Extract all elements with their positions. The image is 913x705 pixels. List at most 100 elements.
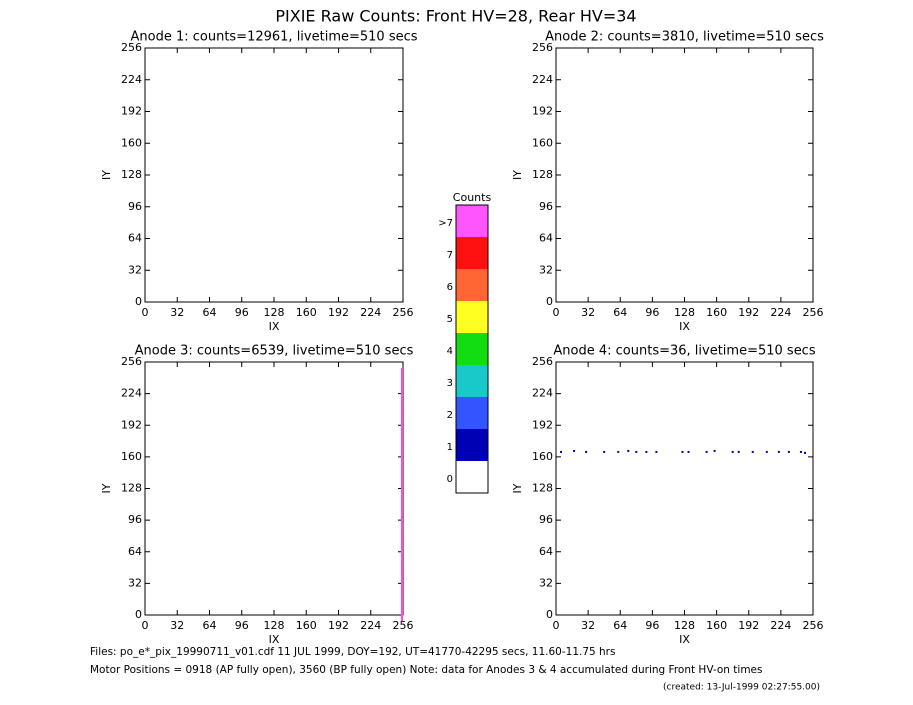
y-axis-label: IY	[511, 483, 524, 493]
y-tick-label: 32	[539, 263, 553, 276]
point	[400, 399, 403, 416]
point	[400, 383, 403, 400]
point	[777, 450, 780, 453]
y-tick-label: 256	[121, 355, 142, 368]
x-tick-label: 224	[770, 306, 791, 319]
y-tick-label: 64	[128, 232, 142, 245]
point	[400, 510, 403, 527]
point	[400, 494, 403, 511]
x-axis-label: IX	[679, 320, 690, 333]
y-tick-label: 128	[121, 168, 142, 181]
y-tick-label: 256	[121, 41, 142, 54]
point	[400, 526, 403, 543]
point	[645, 450, 648, 453]
y-tick-label: 224	[532, 387, 553, 400]
point	[765, 450, 768, 453]
y-tick-label: 32	[539, 576, 553, 589]
y-tick-label: 192	[532, 105, 553, 118]
y-tick-label: 96	[128, 200, 142, 213]
point	[400, 478, 403, 495]
point	[400, 462, 403, 479]
y-tick-label: 224	[121, 387, 142, 400]
x-tick-label: 256	[393, 306, 414, 319]
y-tick-label: 128	[532, 482, 553, 495]
y-tick-label: 160	[532, 136, 553, 149]
point	[705, 450, 708, 453]
colorbar-swatch	[456, 365, 488, 397]
point	[400, 446, 403, 463]
point	[400, 557, 403, 574]
panel-title: Anode 2: counts=3810, livetime=510 secs	[545, 30, 824, 45]
x-tick-label: 160	[706, 306, 727, 319]
colorbar-label: 0	[447, 474, 453, 485]
x-tick-label: 32	[170, 619, 184, 632]
y-tick-label: 256	[532, 41, 553, 54]
y-tick-label: 0	[135, 295, 142, 308]
y-tick-label: 32	[128, 576, 142, 589]
colorbar-swatch	[456, 461, 488, 493]
x-tick-label: 32	[581, 306, 595, 319]
colorbar-swatch	[456, 237, 488, 269]
y-tick-label: 192	[532, 418, 553, 431]
y-tick-label: 96	[128, 513, 142, 526]
x-tick-label: 64	[203, 619, 217, 632]
point	[400, 589, 403, 606]
y-tick-label: 0	[546, 295, 553, 308]
x-tick-label: 192	[738, 306, 759, 319]
y-tick-label: 224	[532, 73, 553, 86]
x-tick-label: 64	[613, 306, 627, 319]
x-tick-label: 192	[328, 619, 349, 632]
point	[799, 450, 802, 453]
point	[803, 451, 806, 454]
x-tick-label: 0	[553, 306, 560, 319]
point	[713, 449, 716, 452]
panel-title: Anode 4: counts=36, livetime=510 secs	[553, 344, 815, 359]
x-axis-label: IX	[679, 633, 690, 646]
colorbar-swatch	[456, 301, 488, 333]
colorbar-label: 5	[447, 314, 453, 325]
y-tick-label: 128	[121, 482, 142, 495]
x-tick-label: 256	[393, 619, 414, 632]
y-axis-label: IY	[100, 170, 113, 180]
plot-frame	[144, 361, 404, 616]
x-tick-label: 128	[674, 619, 695, 632]
point	[560, 450, 563, 453]
x-axis-label: IX	[269, 320, 280, 333]
point	[681, 450, 684, 453]
y-tick-label: 160	[121, 450, 142, 463]
x-tick-label: 192	[738, 619, 759, 632]
colorbar-swatch	[456, 333, 488, 365]
panel-title: Anode 3: counts=6539, livetime=510 secs	[135, 344, 414, 359]
x-tick-label: 160	[706, 619, 727, 632]
y-tick-label: 64	[128, 545, 142, 558]
colorbar-label: 1	[447, 442, 453, 453]
point	[400, 541, 403, 558]
colorbar-swatch	[456, 269, 488, 301]
y-tick-label: 0	[546, 608, 553, 621]
point	[627, 449, 630, 452]
x-tick-label: 96	[235, 619, 249, 632]
figure-title: PIXIE Raw Counts: Front HV=28, Rear HV=3…	[275, 7, 636, 26]
x-tick-label: 0	[142, 306, 149, 319]
x-tick-label: 96	[645, 306, 659, 319]
y-tick-label: 160	[532, 450, 553, 463]
point	[737, 450, 740, 453]
x-tick-label: 96	[645, 619, 659, 632]
footer-line: Files: po_e*_pix_19990711_v01.cdf 11 JUL…	[90, 646, 615, 658]
y-tick-label: 128	[532, 168, 553, 181]
point	[573, 449, 576, 452]
colorbar-label: 2	[447, 410, 453, 421]
footer-line: (created: 13-Jul-1999 02:27:55.00)	[663, 683, 820, 693]
colorbar-swatch	[456, 205, 488, 237]
x-tick-label: 256	[803, 619, 824, 632]
point	[400, 415, 403, 432]
point	[400, 605, 403, 622]
point	[603, 450, 606, 453]
x-tick-label: 96	[235, 306, 249, 319]
y-tick-label: 224	[121, 73, 142, 86]
x-tick-label: 128	[264, 306, 285, 319]
y-tick-label: 256	[532, 355, 553, 368]
x-tick-label: 224	[360, 619, 381, 632]
x-tick-label: 64	[203, 306, 217, 319]
point	[635, 450, 638, 453]
